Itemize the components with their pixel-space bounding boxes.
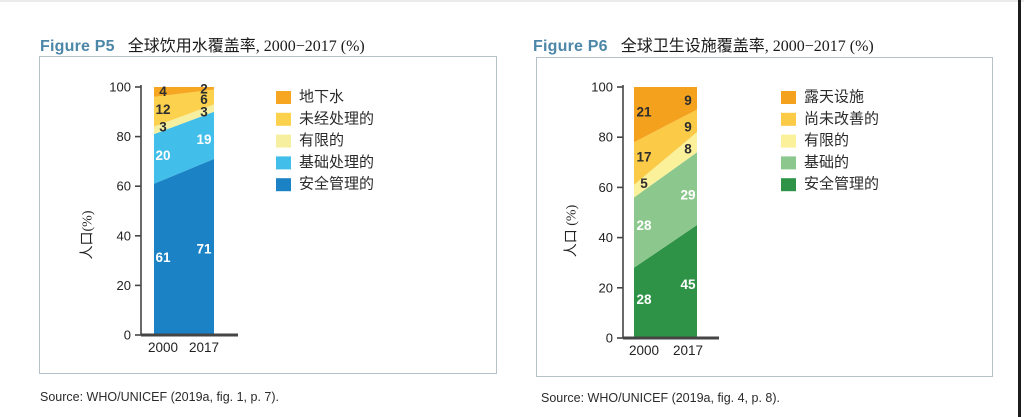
legend-label: 有限的 xyxy=(299,132,344,149)
value-label: 3 xyxy=(200,104,208,119)
value-label: 12 xyxy=(155,102,170,117)
value-label: 5 xyxy=(640,176,648,191)
legend-swatch xyxy=(276,91,291,104)
area-segment xyxy=(154,87,214,97)
legend-swatch xyxy=(781,112,796,126)
value-label: 9 xyxy=(684,119,692,134)
value-label: 20 xyxy=(155,148,170,163)
legend-label: 尚未改善的 xyxy=(804,110,879,127)
value-label: 21 xyxy=(636,105,652,120)
right-edge-line xyxy=(1018,0,1021,417)
figure-p6-title: Figure P6 全球卫生设施覆盖率, 2000−2017 (%) xyxy=(533,32,874,56)
legend-label: 基础的 xyxy=(804,154,849,171)
y-tick-label: 60 xyxy=(599,180,613,195)
figure-p6-source: Source: WHO/UNICEF (2019a, fig. 4, p. 8)… xyxy=(541,391,780,405)
value-label: 3 xyxy=(159,120,167,135)
legend-swatch xyxy=(781,91,796,104)
figure-p5-title: Figure P5 全球饮用水覆盖率, 2000−2017 (%) xyxy=(40,32,365,56)
y-tick-label: 80 xyxy=(599,130,613,145)
y-tick-label: 20 xyxy=(599,280,613,295)
value-label: 28 xyxy=(636,218,652,233)
area-segment xyxy=(154,89,214,127)
legend-label: 安全管理的 xyxy=(299,175,374,193)
x-tick-label: 2000 xyxy=(148,340,178,355)
legend-label: 露天设施 xyxy=(804,89,864,106)
value-label: 6 xyxy=(200,92,208,107)
area-segment xyxy=(154,158,214,335)
value-label: 61 xyxy=(155,250,171,265)
figure-p6-panel: 0 20 40 60 80 100 2000 2017 28 28 5 17 21 45 29 8 9 9 人口 (… xyxy=(536,57,993,377)
area-segment xyxy=(634,109,697,185)
y-axis-title: 人口 (%) xyxy=(564,204,580,257)
area-segment xyxy=(154,104,214,135)
y-tick-label: 100 xyxy=(591,80,613,95)
figure-p6-label: Figure P6 xyxy=(533,38,608,55)
value-label: 8 xyxy=(684,142,692,157)
value-label: 17 xyxy=(636,149,651,164)
area-segment xyxy=(634,152,697,268)
value-label: 2 xyxy=(200,81,208,96)
legend-label: 安全管理的 xyxy=(804,175,879,193)
x-tick-label: 2017 xyxy=(189,340,219,355)
y-tick-label: 100 xyxy=(109,80,131,95)
y-tick-label: 80 xyxy=(117,129,131,144)
area-segment xyxy=(634,87,697,143)
figure-p6-heading: 全球卫生设施覆盖率, 2000−2017 (%) xyxy=(620,38,874,55)
legend-label: 地下水 xyxy=(299,89,344,106)
area-segment xyxy=(634,225,697,338)
legend-swatch xyxy=(276,112,291,126)
value-label: 45 xyxy=(680,277,696,292)
y-tick-label: 40 xyxy=(117,228,131,243)
value-label: 19 xyxy=(196,132,211,147)
x-tick-label: 2000 xyxy=(629,343,659,358)
y-tick-label: 60 xyxy=(117,179,131,194)
figure-p5-label: Figure P5 xyxy=(40,38,115,55)
x-tick-label: 2017 xyxy=(673,343,703,358)
y-tick-label: 40 xyxy=(599,230,613,245)
legend-swatch xyxy=(276,156,291,170)
legend-label: 基础处理的 xyxy=(299,154,374,171)
legend-label: 有限的 xyxy=(804,132,849,149)
legend-swatch xyxy=(781,178,796,192)
legend-swatch xyxy=(276,178,291,192)
value-label: 4 xyxy=(159,84,167,99)
y-tick-label: 20 xyxy=(117,278,131,293)
top-divider xyxy=(0,0,1024,2)
value-label: 71 xyxy=(196,242,212,257)
y-axis-title: 人口(%) xyxy=(80,210,96,259)
value-label: 29 xyxy=(680,187,695,202)
legend-swatch xyxy=(781,134,796,148)
y-tick-label: 0 xyxy=(606,331,613,346)
value-label: 9 xyxy=(684,93,692,108)
figure-p5-heading: 全球饮用水覆盖率, 2000−2017 (%) xyxy=(127,38,365,55)
legend-label: 未经处理的 xyxy=(299,110,374,127)
legend-swatch xyxy=(276,134,291,148)
legend-swatch xyxy=(781,156,796,170)
sanitation-coverage-chart: 0 20 40 60 80 100 2000 2017 28 28 5 17 21 45 29 8 9 9 人口 (… xyxy=(564,80,880,359)
figure-p5-panel: 0 20 40 60 80 100 2000 2017 61 20 3 12 4 71 19 3 6 2 人口(%)… xyxy=(39,56,497,374)
area-segment xyxy=(634,132,697,198)
y-tick-label: 0 xyxy=(124,328,131,343)
figure-p5-source: Source: WHO/UNICEF (2019a, fig. 1, p. 7)… xyxy=(40,390,279,404)
area-segment xyxy=(154,111,214,184)
value-label: 28 xyxy=(636,292,652,307)
